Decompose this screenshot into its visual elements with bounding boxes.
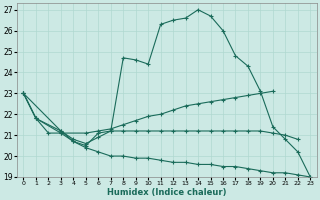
- X-axis label: Humidex (Indice chaleur): Humidex (Indice chaleur): [107, 188, 227, 197]
